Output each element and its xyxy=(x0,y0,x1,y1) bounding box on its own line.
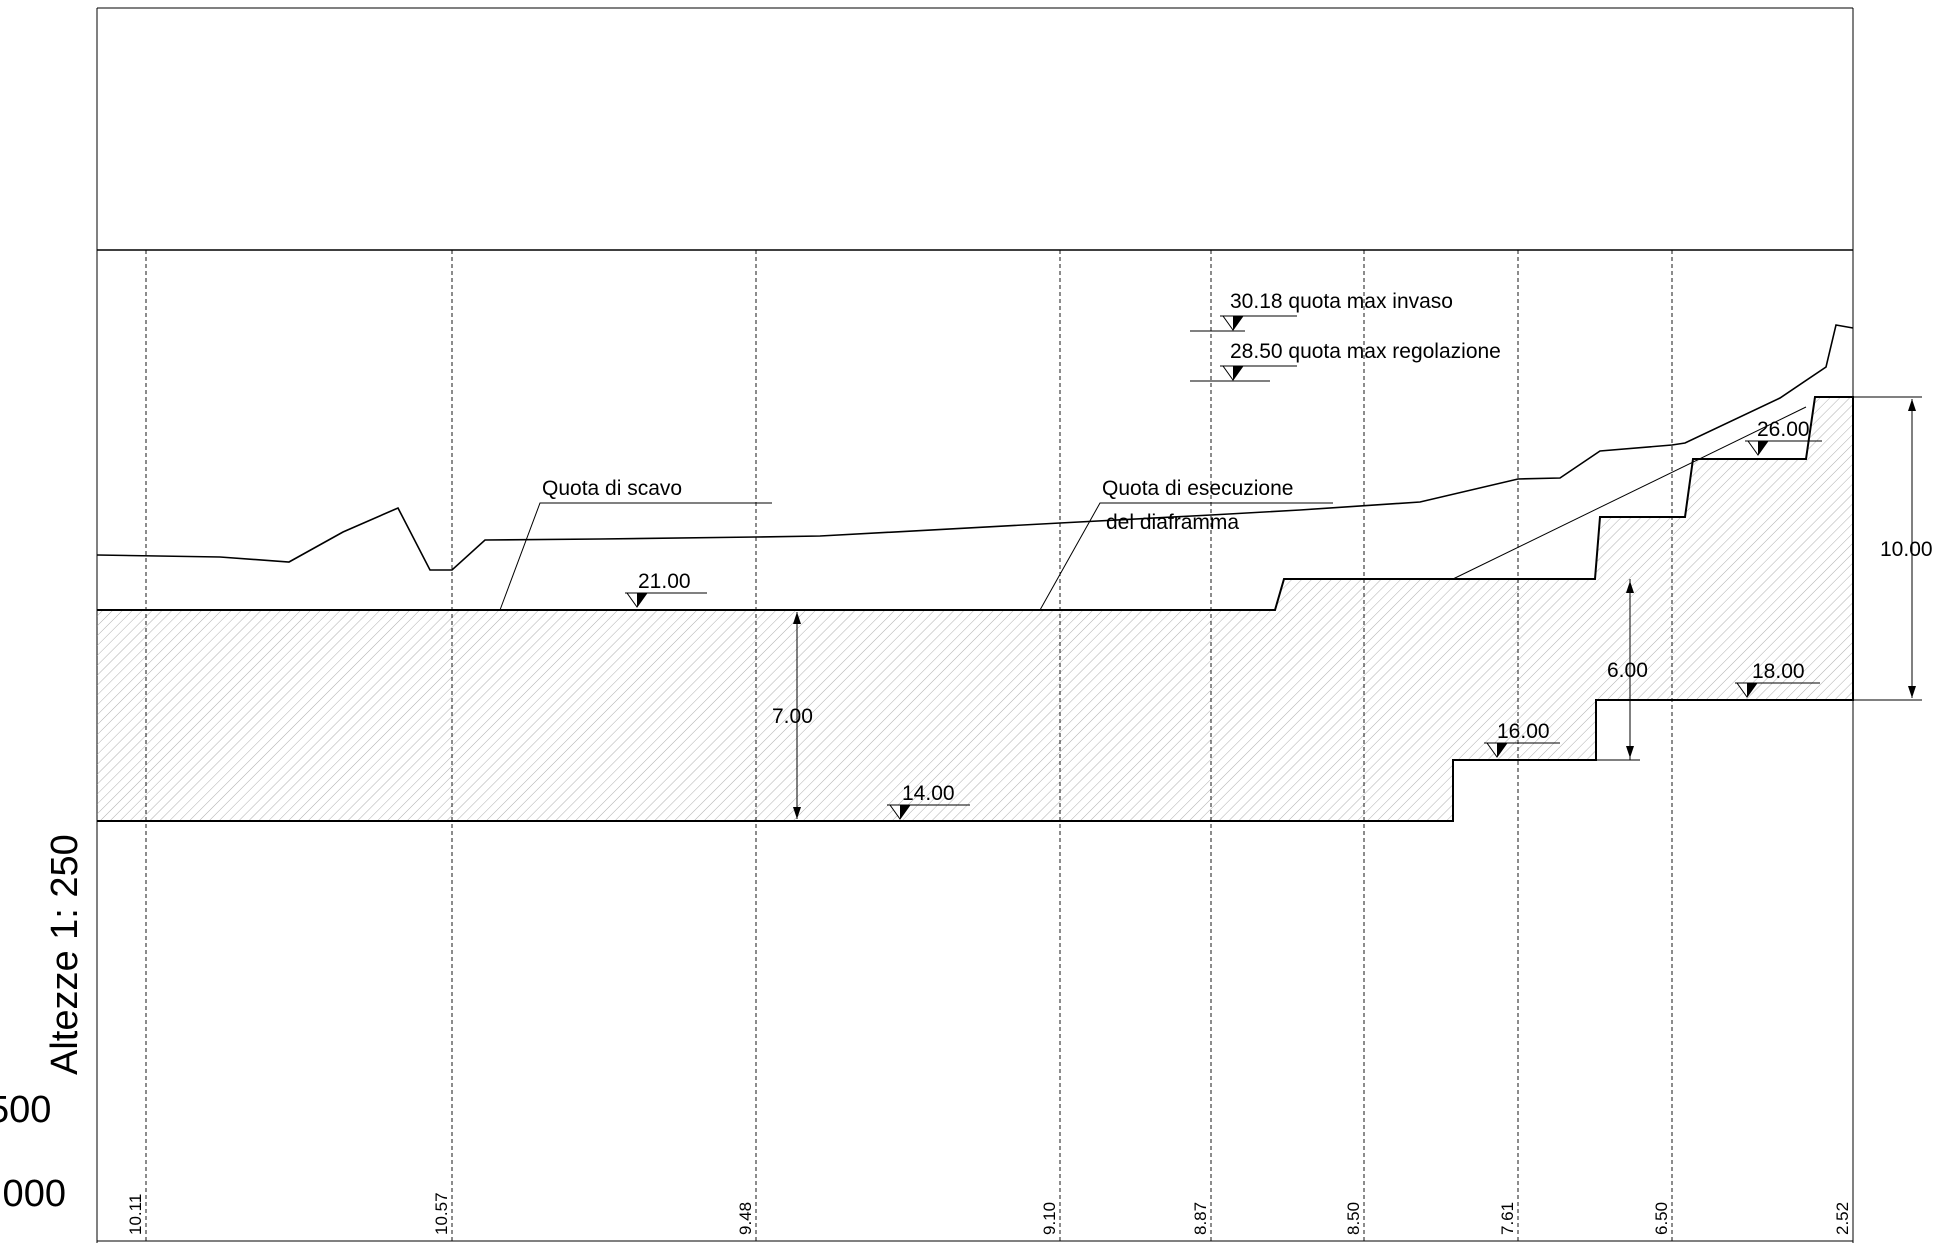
dimension-label-10: 10.00 xyxy=(1880,538,1933,561)
section-value: 9.10 xyxy=(1040,1202,1059,1235)
dimension-label-7: 7.00 xyxy=(772,705,813,728)
level-marker-14 xyxy=(887,804,970,820)
heights-scale-label: Altezze 1: 250 xyxy=(44,834,86,1075)
section-value: 2.52 xyxy=(1833,1202,1852,1235)
label-quota-diaframma-1: Quota di esecuzione xyxy=(1102,477,1293,500)
section-value: 10.57 xyxy=(432,1192,451,1235)
section-value: 8.87 xyxy=(1191,1202,1210,1235)
level-label-14: 14.00 xyxy=(902,782,955,805)
section-value: 7.61 xyxy=(1498,1202,1517,1235)
section-value: 6.50 xyxy=(1652,1202,1671,1235)
level-label-26: 26.00 xyxy=(1757,418,1810,441)
level-marker-30-18 xyxy=(1190,315,1297,332)
dimension-7 xyxy=(793,612,801,819)
dimension-6 xyxy=(1596,579,1640,761)
level-marker-21 xyxy=(625,592,707,608)
reference-label-partial: .000 xyxy=(0,1173,66,1215)
label-max-regolazione: 28.50 quota max regolazione xyxy=(1230,340,1501,363)
level-marker-26 xyxy=(1745,440,1822,456)
diaphragm-slope-line xyxy=(1452,406,1807,580)
section-values: 10.11 10.57 9.48 9.10 8.87 8.50 7.61 6.5… xyxy=(126,1192,1852,1235)
level-marker-28-50 xyxy=(1190,365,1297,382)
dimension-10 xyxy=(1853,396,1922,701)
section-value: 9.48 xyxy=(736,1202,755,1235)
level-marker-18 xyxy=(1735,682,1820,698)
level-label-21: 21.00 xyxy=(638,570,691,593)
level-label-16: 16.00 xyxy=(1497,720,1550,743)
excavation-hatch-area xyxy=(97,397,1853,821)
label-max-invaso: 30.18 quota max invaso xyxy=(1230,290,1453,313)
dimension-label-6: 6.00 xyxy=(1607,659,1648,682)
label-quota-scavo: Quota di scavo xyxy=(542,477,682,500)
lengths-scale-label-partial: 500 xyxy=(0,1089,51,1131)
label-quota-diaframma-2: del diaframma xyxy=(1106,511,1239,534)
leader-lines xyxy=(499,502,1333,611)
level-marker-16 xyxy=(1484,742,1560,758)
level-label-18: 18.00 xyxy=(1752,660,1805,683)
excavation-outline xyxy=(97,396,1854,822)
section-value: 8.50 xyxy=(1344,1202,1363,1235)
section-value: 10.11 xyxy=(126,1194,145,1235)
terrain-profile-line xyxy=(96,324,1854,571)
